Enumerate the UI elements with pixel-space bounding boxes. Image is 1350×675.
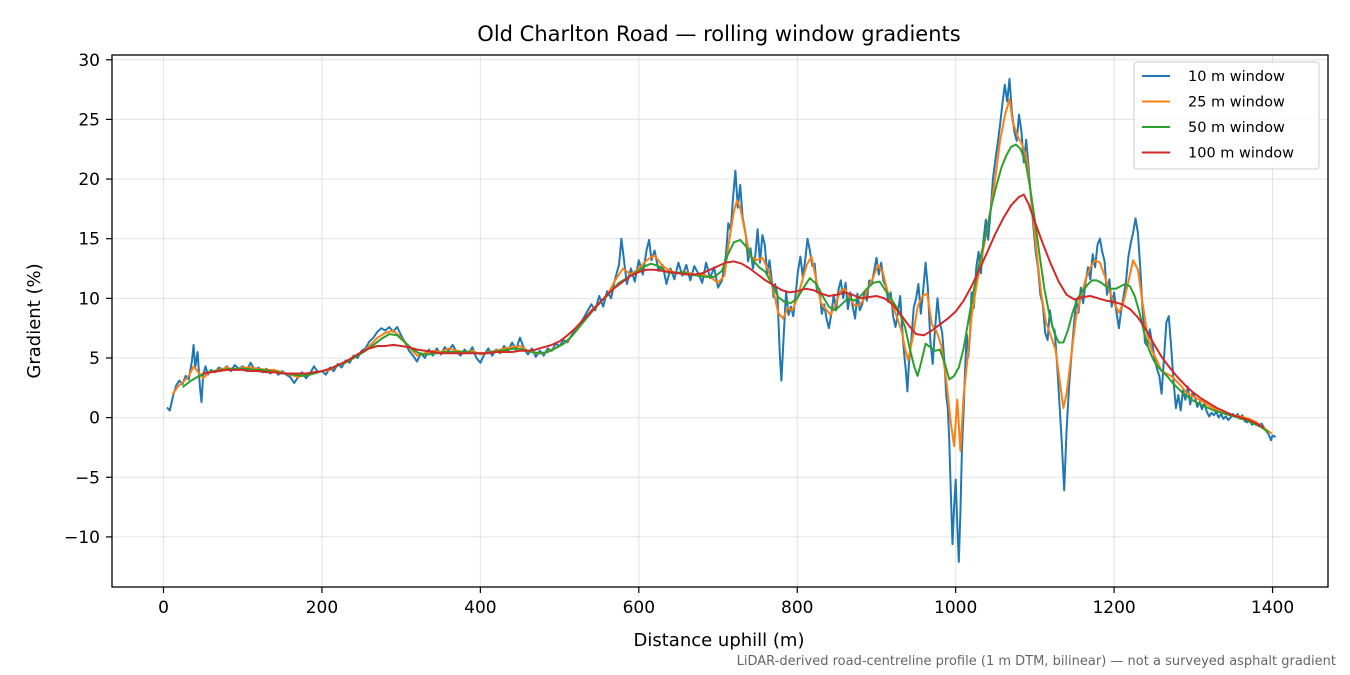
series-line-3 (182, 143, 1269, 433)
y-tick-label: 15 (78, 230, 100, 250)
x-tick-label: 1400 (1251, 598, 1294, 618)
x-axis: 0 200 400 600 800 1000 1200 1400 (158, 587, 1294, 618)
x-tick-label: 1200 (1092, 598, 1135, 618)
legend-box (1133, 61, 1320, 170)
y-axis-label: Gradient (%) (24, 263, 45, 378)
y-tick-label: −10 (64, 528, 100, 548)
x-tick-label: 1000 (934, 598, 977, 618)
plot-frame (111, 54, 1329, 588)
y-tick-label: 0 (89, 409, 100, 429)
y-tick-label: 25 (78, 110, 100, 130)
y-tick-label: 30 (78, 51, 100, 71)
x-tick-label: 0 (158, 598, 169, 618)
series-line-1 (166, 77, 1276, 563)
x-tick-label: 400 (464, 598, 496, 618)
legend-label: 10 m window (1188, 69, 1285, 85)
y-axis: −10 −5 0 5 10 15 20 25 30 (64, 51, 112, 548)
y-tick-label: −5 (75, 468, 100, 488)
footnote: LiDAR-derived road-centreline profile (1… (737, 654, 1336, 669)
chart-title: Old Charlton Road — rolling window gradi… (477, 22, 960, 46)
legend-label: 50 m window (1188, 120, 1285, 136)
x-tick-label: 200 (306, 598, 338, 618)
x-tick-label: 600 (623, 598, 655, 618)
legend: 10 m window 25 m window 50 m window 100 m w… (1133, 61, 1320, 170)
y-tick-label: 10 (78, 289, 100, 309)
series-layer (166, 77, 1276, 563)
y-tick-label: 20 (78, 170, 100, 190)
y-tick-label: 5 (89, 349, 100, 369)
legend-label: 25 m window (1188, 95, 1285, 111)
legend-label: 100 m window (1188, 146, 1294, 162)
x-tick-label: 800 (781, 598, 813, 618)
series-line-4 (202, 193, 1264, 429)
x-axis-label: Distance uphill (m) (634, 630, 805, 651)
